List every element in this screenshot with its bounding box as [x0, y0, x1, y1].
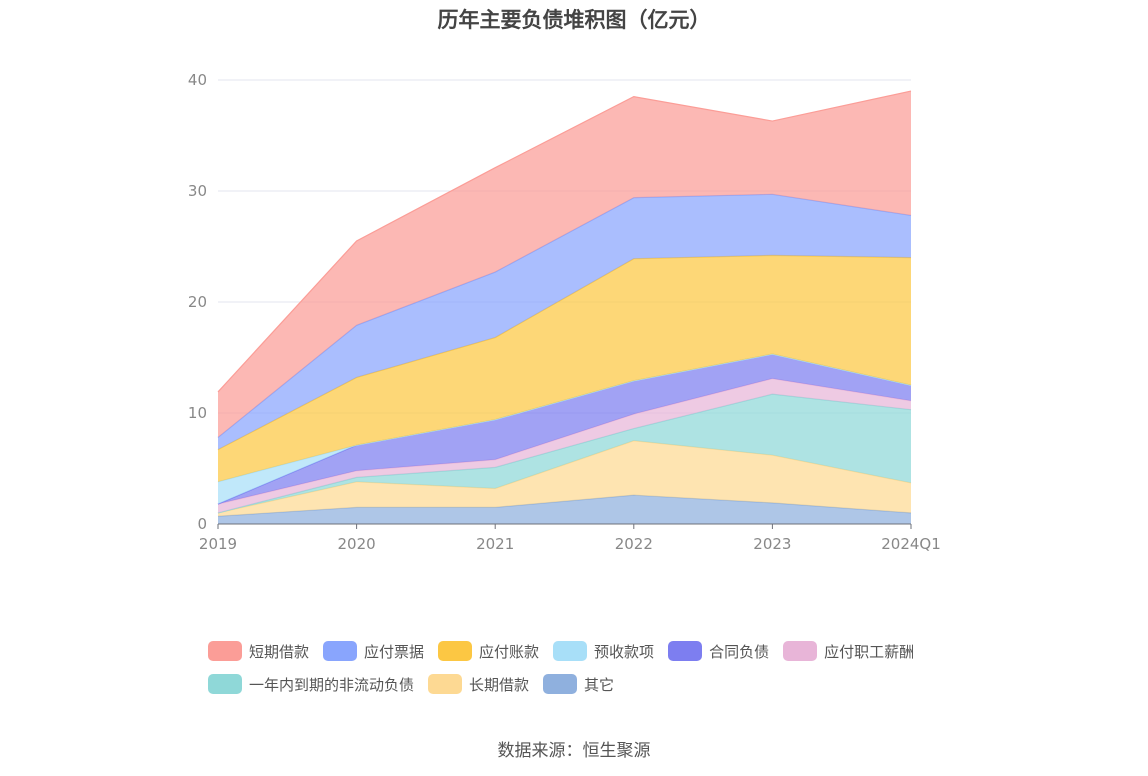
chart-plot: 0 10 20 30 40 2019 2020 2021 2022 2023 2024Q1: [188, 71, 941, 553]
legend-label: 预收款项: [594, 642, 655, 661]
line-短期借款: [217, 90, 912, 393]
legend-label: 应付职工薪酬: [824, 642, 915, 661]
y-tick-label: 40: [188, 71, 207, 89]
area-series: [217, 90, 912, 524]
x-tick-label: 2021: [476, 535, 514, 553]
area-长期借款[interactable]: [218, 440, 911, 517]
legend-label: 长期借款: [469, 675, 530, 694]
legend-swatch: [323, 641, 358, 661]
x-tick-label: 2024Q1: [881, 535, 941, 553]
legend-swatch: [553, 641, 588, 661]
legend-item[interactable]: 长期借款: [428, 674, 529, 695]
legend-swatch: [428, 674, 463, 694]
axes: 0 10 20 30 40 2019 2020 2021 2022 2023 2024Q1: [188, 71, 941, 553]
legend: 短期借款 应付票据 应付账款 预收款项 合同负债 应付职工薪酬 一年内到期的非流动负债 长期…: [208, 640, 968, 706]
legend-swatch: [668, 641, 703, 661]
x-tick-label: 2020: [338, 535, 376, 553]
y-tick-label: 30: [188, 182, 207, 200]
area-短期借款[interactable]: [218, 91, 911, 438]
area-应付账款[interactable]: [218, 255, 911, 482]
legend-item[interactable]: 一年内到期的非流动负债: [208, 674, 414, 695]
legend-swatch: [208, 641, 242, 661]
area-其它[interactable]: [218, 495, 911, 524]
legend-item[interactable]: 应付职工薪酬: [783, 641, 914, 662]
legend-swatch: [208, 674, 242, 694]
legend-swatch: [438, 641, 473, 661]
legend-swatch: [543, 674, 578, 694]
legend-label: 应付账款: [479, 642, 540, 661]
area-应付票据[interactable]: [218, 194, 911, 450]
legend-row: 一年内到期的非流动负债 长期借款 其它: [208, 673, 968, 695]
legend-label: 一年内到期的非流动负债: [249, 675, 415, 694]
legend-item[interactable]: 预收款项: [553, 641, 654, 662]
y-tick-label: 20: [188, 293, 207, 311]
y-tick-label: 0: [197, 515, 207, 533]
legend-swatch: [783, 641, 818, 661]
chart-title: 历年主要负债堆积图（亿元）: [437, 8, 711, 32]
legend-label: 合同负债: [709, 642, 770, 661]
source-note: 数据来源：恒生聚源: [497, 741, 651, 761]
y-tick-label: 10: [188, 404, 207, 422]
legend-row: 短期借款 应付票据 应付账款 预收款项 合同负债 应付职工薪酬: [208, 640, 968, 662]
area-合同负债[interactable]: [218, 354, 911, 505]
legend-item[interactable]: 其它: [543, 674, 614, 695]
legend-label: 短期借款: [249, 642, 310, 661]
x-tick-label: 2023: [753, 535, 791, 553]
area-应付职工薪酬[interactable]: [218, 378, 911, 513]
legend-label: 应付票据: [364, 642, 425, 661]
area-一年内到期的非流动负债[interactable]: [218, 394, 911, 513]
legend-item[interactable]: 短期借款: [208, 641, 309, 662]
legend-item[interactable]: 应付票据: [323, 641, 424, 662]
legend-item[interactable]: 合同负债: [668, 641, 769, 662]
legend-item[interactable]: 应付账款: [438, 641, 539, 662]
x-tick-label: 2022: [615, 535, 653, 553]
legend-label: 其它: [584, 675, 615, 694]
x-tick-label: 2019: [199, 535, 237, 553]
